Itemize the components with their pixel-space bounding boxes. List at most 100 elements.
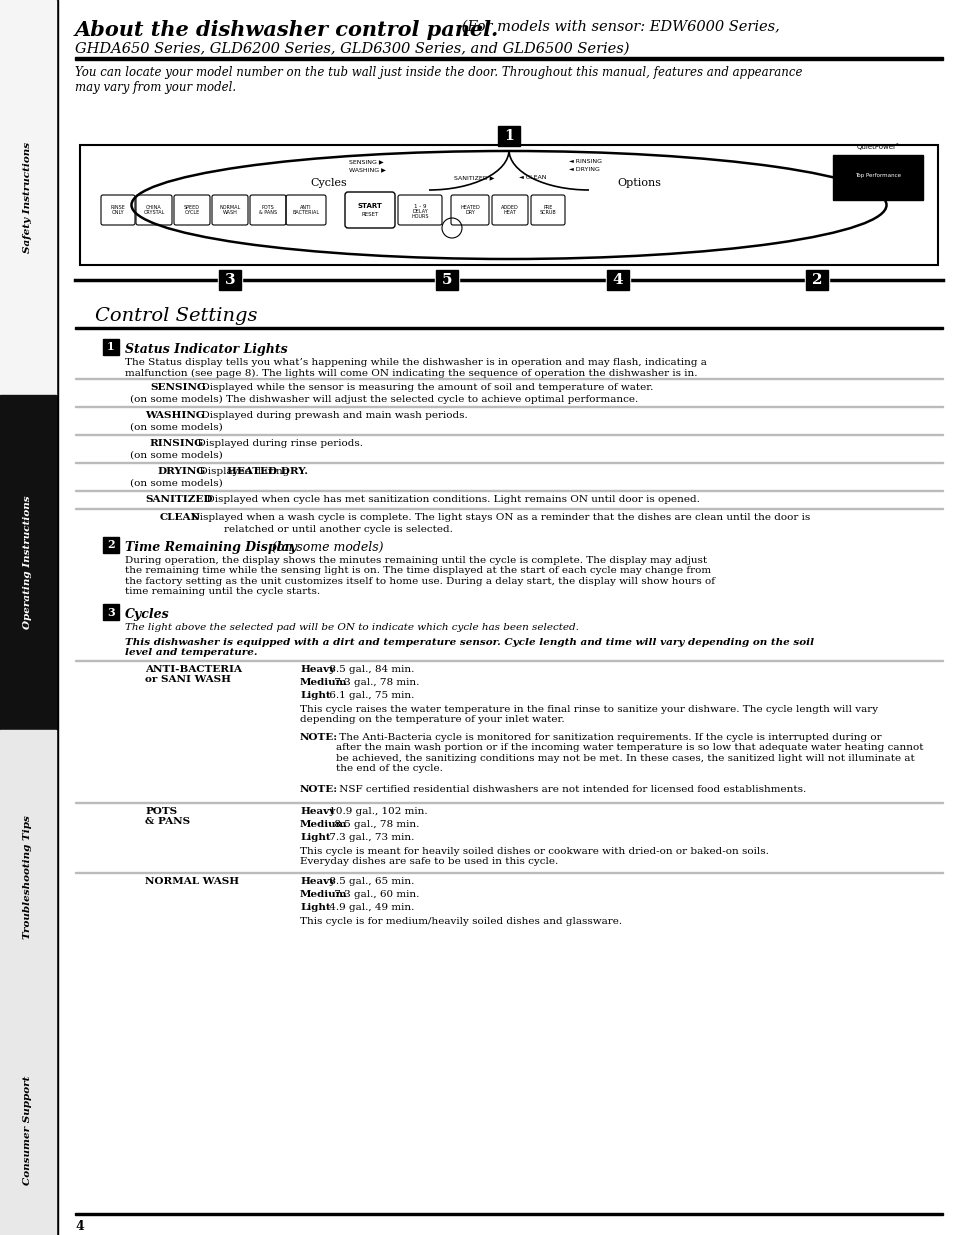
Text: 10.9 gal., 102 min.: 10.9 gal., 102 min. (326, 806, 427, 816)
Text: DELAY
HOURS: DELAY HOURS (411, 209, 428, 220)
Text: SANITIZED: SANITIZED (145, 495, 213, 504)
Text: 8.5 gal., 78 min.: 8.5 gal., 78 min. (331, 820, 419, 829)
Text: ADDED
HEAT: ADDED HEAT (500, 205, 518, 215)
Bar (0, 0, 58, 1235)
Text: (on some models) The dishwasher will adjust the selected cycle to achieve optima: (on some models) The dishwasher will adj… (130, 395, 638, 404)
Text: ◄ RINSING: ◄ RINSING (568, 159, 601, 164)
Text: SPEED
CYCLE: SPEED CYCLE (184, 205, 200, 215)
Text: 3: 3 (107, 606, 114, 618)
Text: This cycle is for medium/heavily soiled dishes and glassware.: This cycle is for medium/heavily soiled … (299, 918, 621, 926)
Text: Displayed during prewash and main wash periods.: Displayed during prewash and main wash p… (194, 411, 467, 420)
Bar (605, 269, 629, 291)
Bar (606, 270, 628, 290)
Text: NORMAL WASH: NORMAL WASH (145, 877, 239, 885)
Text: NORMAL
WASH: NORMAL WASH (219, 205, 240, 215)
Text: Consumer Support: Consumer Support (24, 1076, 32, 1184)
Text: CHINA
CRYSTAL: CHINA CRYSTAL (143, 205, 165, 215)
Text: relatched or until another cycle is selected.: relatched or until another cycle is sele… (185, 525, 453, 534)
Text: SANITIZED ▶: SANITIZED ▶ (454, 175, 494, 180)
Text: 8.5 gal., 84 min.: 8.5 gal., 84 min. (326, 664, 414, 674)
Bar (56, 0, 58, 1235)
Text: This cycle is meant for heavily soiled dishes or cookware with dried-on or baked: This cycle is meant for heavily soiled d… (299, 847, 768, 867)
Text: GHDA650 Series, GLD6200 Series, GLD6300 Series, and GLD6500 Series): GHDA650 Series, GLD6200 Series, GLD6300 … (75, 42, 629, 56)
Bar (0, 395, 56, 730)
Text: Displayed during rinse periods.: Displayed during rinse periods. (191, 438, 363, 448)
Text: This dishwasher is equipped with a dirt and temperature sensor. Cycle length and: This dishwasher is equipped with a dirt … (125, 638, 813, 657)
Text: This cycle raises the water temperature in the final rinse to sanitize your dish: This cycle raises the water temperature … (299, 705, 877, 725)
Text: QuietPower²: QuietPower² (856, 143, 899, 149)
Text: ANTI-BACTERIA
or SANI WASH: ANTI-BACTERIA or SANI WASH (145, 664, 242, 684)
Text: Heavy: Heavy (299, 664, 335, 674)
Text: POTS
& PANS: POTS & PANS (258, 205, 276, 215)
Bar (80, 144, 937, 266)
Text: (on some models): (on some models) (130, 479, 222, 488)
Bar (75, 326, 942, 329)
Text: Medium: Medium (299, 890, 347, 899)
Text: Medium: Medium (299, 678, 347, 687)
Text: NSF certified residential dishwashers are not intended for licensed food establi: NSF certified residential dishwashers ar… (335, 785, 805, 794)
Text: Displayed while the sensor is measuring the amount of soil and temperature of wa: Displayed while the sensor is measuring … (194, 383, 653, 391)
Text: Cycles: Cycles (125, 608, 170, 621)
Text: Troubleshooting Tips: Troubleshooting Tips (24, 815, 32, 940)
Bar (0, 730, 56, 1025)
Text: Heavy: Heavy (299, 806, 335, 816)
Text: Light: Light (299, 832, 331, 842)
Text: 5: 5 (441, 273, 452, 287)
Bar (436, 270, 457, 290)
Text: 1: 1 (107, 342, 114, 352)
Text: NOTE:: NOTE: (299, 734, 337, 742)
Bar (832, 156, 923, 200)
Text: 2: 2 (811, 273, 821, 287)
Text: You can locate your model number on the tub wall just inside the door. Throughou: You can locate your model number on the … (75, 65, 801, 94)
Text: Status Indicator Lights: Status Indicator Lights (125, 343, 287, 356)
Bar (0, 0, 56, 395)
Text: About the dishwasher control panel.: About the dishwasher control panel. (75, 20, 498, 40)
Text: Operating Instructions: Operating Instructions (24, 495, 32, 630)
Text: Options: Options (617, 178, 660, 188)
Bar (103, 537, 119, 553)
Text: The Status display tells you what’s happening while the dishwasher is in operati: The Status display tells you what’s happ… (125, 358, 706, 378)
Text: ◄ DRYING: ◄ DRYING (568, 167, 599, 172)
Text: 3: 3 (225, 273, 235, 287)
Text: Top Performance: Top Performance (854, 173, 900, 179)
Text: HEATED
DRY: HEATED DRY (459, 205, 479, 215)
Text: NOTE:: NOTE: (299, 785, 337, 794)
Text: RINSING: RINSING (149, 438, 203, 448)
Text: DRYING: DRYING (157, 467, 205, 475)
Text: 4: 4 (612, 273, 622, 287)
Text: HEATED DRY.: HEATED DRY. (227, 467, 308, 475)
Text: (For models with sensor: EDW6000 Series,: (For models with sensor: EDW6000 Series, (456, 20, 779, 35)
Text: WASHING ▶: WASHING ▶ (349, 167, 385, 172)
Text: Control Settings: Control Settings (95, 308, 257, 325)
Text: Heavy: Heavy (299, 877, 335, 885)
Text: RINSE
ONLY: RINSE ONLY (111, 205, 125, 215)
Bar (435, 269, 458, 291)
Text: 4: 4 (75, 1220, 84, 1233)
Text: ANTI
BACTERIAL: ANTI BACTERIAL (293, 205, 319, 215)
Bar (218, 269, 242, 291)
Text: Cycles: Cycles (311, 178, 347, 188)
Text: Time Remaining Display: Time Remaining Display (125, 541, 296, 555)
Text: (on some models): (on some models) (130, 424, 222, 432)
Bar (805, 270, 827, 290)
Text: (on some models): (on some models) (130, 451, 222, 459)
Bar (804, 269, 828, 291)
Text: Medium: Medium (299, 820, 347, 829)
Text: The light above the selected pad will be ON to indicate which cycle has been sel: The light above the selected pad will be… (125, 622, 578, 632)
Text: PRE
SCRUB: PRE SCRUB (539, 205, 556, 215)
Text: 7.3 gal., 73 min.: 7.3 gal., 73 min. (326, 832, 414, 842)
Text: SENSING: SENSING (150, 383, 206, 391)
Text: RESET: RESET (361, 211, 378, 216)
Text: START: START (357, 203, 382, 209)
Bar (75, 57, 942, 61)
Text: (on some models): (on some models) (268, 541, 383, 555)
Text: During operation, the display shows the minutes remaining until the cycle is com: During operation, the display shows the … (125, 556, 714, 597)
Text: Light: Light (299, 903, 331, 911)
Bar (497, 126, 519, 146)
Text: Displayed during: Displayed during (193, 467, 293, 475)
Bar (75, 1213, 942, 1215)
Text: POTS
& PANS: POTS & PANS (145, 806, 190, 826)
Bar (219, 270, 241, 290)
Bar (103, 338, 119, 354)
Text: 2: 2 (107, 540, 114, 551)
